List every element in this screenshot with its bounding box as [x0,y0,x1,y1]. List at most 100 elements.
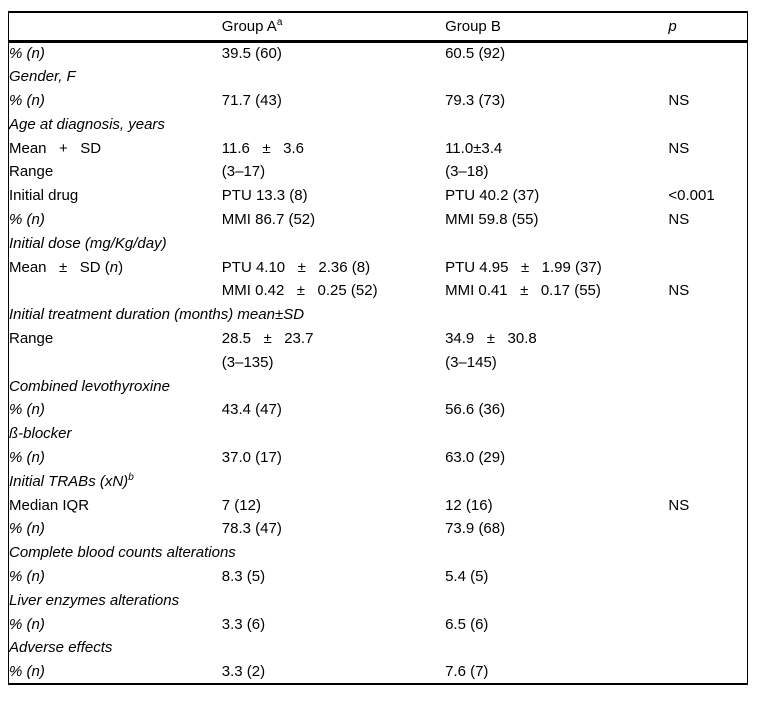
text-segment: ) [118,258,124,276]
text-segment: Group A [221,17,277,35]
row-label-cell: Range [9,160,222,184]
text-segment: (3–17) [221,163,266,181]
group-a-cell: PTU 4.10 ± 2.36 (8) [222,255,445,279]
group-a-header: Group Aa [222,12,445,41]
text-segment: NS [668,496,690,514]
group-b-cell: PTU 4.95 ± 1.99 (37) [445,255,668,279]
text-segment: MMI 0.42 ± 0.25 (52) [221,282,378,300]
group-b-cell: 6.5 (6) [445,612,668,636]
text-segment: Gender, F [9,68,76,86]
text-segment: 3.3 (6) [221,615,266,633]
group-b-cell: 5.4 (5) [445,565,668,589]
p-value-cell [668,565,747,589]
text-segment: NS [668,210,690,228]
group-a-cell: 37.0 (17) [222,446,445,470]
text-segment: 11.6 ± 3.6 [221,139,304,157]
p-value-cell [668,446,747,470]
group-b-cell: 7.6 (7) [445,660,668,684]
p-value-cell: NS [668,89,747,113]
table-row: Range 28.5 ± 23.7 34.9 ± 30.8 [9,327,748,351]
group-b-cell: MMI 0.41 ± 0.17 (55) [445,279,668,303]
group-a-cell: 71.7 (43) [222,89,445,113]
text-segment: % (n) [9,45,45,63]
row-label-cell: % (n) [9,398,222,422]
p-value-cell [668,350,747,374]
text-segment: 28.5 ± 23.7 [221,329,314,347]
p-value-cell: NS [668,208,747,232]
section-row: Liver enzymes alterations [9,588,748,612]
text-segment: 43.4 (47) [221,401,282,419]
section-label-cell: Initial treatment duration (months) mean… [9,303,748,327]
p-value-cell [668,517,747,541]
table-body: % (n) 39.5 (60) 60.5 (92) Gender, F % (n) 71.… [9,41,748,684]
group-a-cell: MMI 86.7 (52) [222,208,445,232]
text-segment: MMI 0.41 ± 0.17 (55) [445,282,601,300]
text-segment: Group B [445,17,501,35]
group-a-cell: 8.3 (5) [222,565,445,589]
row-label-cell: Median IQR [9,493,222,517]
p-value-cell [668,160,747,184]
p-value-cell: NS [668,493,747,517]
section-row: ß-blocker [9,422,748,446]
text-segment: % (n) [9,662,45,680]
group-b-header: Group B [445,12,668,41]
text-segment: 5.4 (5) [445,567,489,585]
section-row: Initial treatment duration (months) mean… [9,303,748,327]
group-a-cell: PTU 13.3 (8) [222,184,445,208]
text-segment: n [109,258,119,276]
group-a-cell: 39.5 (60) [222,41,445,65]
group-a-cell: MMI 0.42 ± 0.25 (52) [222,279,445,303]
text-segment: Range [9,163,54,181]
text-segment: 6.5 (6) [445,615,489,633]
text-segment: Age at diagnosis, years [9,115,165,133]
text-segment: 60.5 (92) [445,45,506,63]
text-segment: (3–145) [445,353,497,371]
table-row: % (n) 71.7 (43) 79.3 (73) NS [9,89,748,113]
text-segment: % (n) [9,615,45,633]
group-a-cell: 3.3 (2) [222,660,445,684]
table-row: % (n) 78.3 (47) 73.9 (68) [9,517,748,541]
text-segment: Complete blood counts alterations [9,544,236,562]
section-label-cell: Initial TRABs (xN)b [9,469,748,493]
group-b-cell: 60.5 (92) [445,41,668,65]
text-segment: 34.9 ± 30.8 [445,329,537,347]
table-header: Group Aa Group B p [8,12,748,41]
group-b-cell: 56.6 (36) [445,398,668,422]
row-label-cell: Range [9,327,222,351]
text-segment: 3.3 (2) [221,662,266,680]
footnote-marker: b [128,471,134,483]
row-label-cell: % (n) [9,660,222,684]
text-segment: 7 (12) [221,496,261,514]
text-segment: 71.7 (43) [221,91,282,109]
text-segment: 78.3 (47) [221,520,282,538]
p-header: p [668,12,747,41]
text-segment: PTU 13.3 (8) [221,187,308,205]
group-b-cell: 11.0±3.4 [445,136,668,160]
section-row: Adverse effects [9,636,748,660]
section-row: Initial dose (mg/Kg/day) [9,231,748,255]
section-label-cell: Liver enzymes alterations [9,588,748,612]
clinical-comparison-table: Group Aa Group B p % (n) 39.5 (60) 60.5 (92)… [8,11,748,685]
section-label-cell: Initial dose (mg/Kg/day) [9,231,748,255]
table-row: (3–135) (3–145) [9,350,748,374]
row-label-cell: % (n) [9,446,222,470]
text-segment: PTU 4.10 ± 2.36 (8) [221,258,371,276]
section-row: Initial TRABs (xN)b [9,469,748,493]
text-segment: % (n) [9,91,45,109]
p-value-cell: NS [668,136,747,160]
group-b-cell: 79.3 (73) [445,89,668,113]
text-segment: 39.5 (60) [221,45,282,63]
row-label-cell: Mean ± SD (n) [9,255,222,279]
group-b-cell: 12 (16) [445,493,668,517]
row-label-cell: % (n) [9,41,222,65]
table-row: Range (3–17) (3–18) [9,160,748,184]
row-label-cell: % (n) [9,208,222,232]
section-label-cell: Gender, F [9,65,748,89]
text-segment: Liver enzymes alterations [9,591,180,609]
text-segment: 11.0±3.4 [445,139,503,157]
table-row: % (n) 39.5 (60) 60.5 (92) [9,41,748,65]
p-value-cell [668,255,747,279]
corner-cell [9,12,222,41]
group-b-cell: (3–18) [445,160,668,184]
text-segment: Initial TRABs (xN) [9,472,129,490]
